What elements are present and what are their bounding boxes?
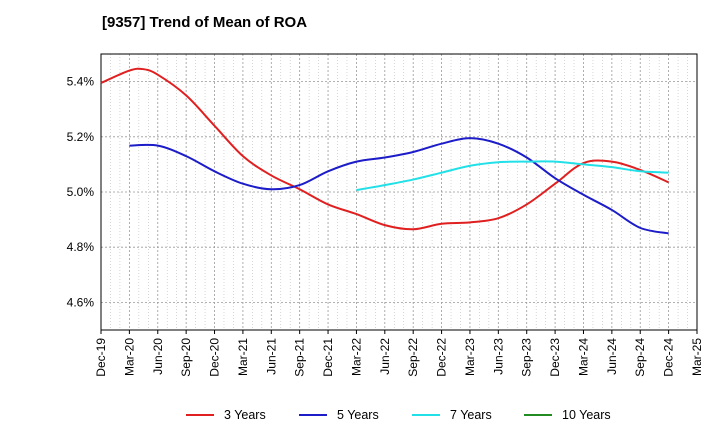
x-tick-label: Dec-24 [662,338,676,377]
x-tick-label: Jun-23 [491,338,505,375]
x-tick-label: Jun-20 [151,338,165,375]
legend-label: 5 Years [337,408,379,422]
x-tick-label: Dec-22 [435,338,449,377]
x-tick-label: Mar-22 [349,338,363,376]
x-tick-label: Dec-19 [94,338,108,377]
axis-layer: 4.6% 4.8% 5.0% 5.2% 5.4% Dec-19 Mar-20 Jun-20 Se… [67,53,704,377]
x-tick-label: Sep-23 [520,338,534,377]
y-tick-label: 5.4% [67,75,95,89]
x-tick-label: Mar-23 [463,338,477,376]
legend-label: 10 Years [562,408,611,422]
x-tick-label: Dec-21 [321,338,335,377]
grid-layer [101,54,697,330]
y-tick-label: 5.0% [67,185,95,199]
x-tick-label: Jun-21 [264,338,278,375]
y-tick-label: 4.8% [67,240,95,254]
x-tick-label: Jun-22 [378,338,392,375]
y-tick-label: 4.6% [67,295,95,309]
series-line-5-years [129,137,669,235]
y-tick-label: 5.2% [67,130,95,144]
legend-label: 7 Years [450,408,492,422]
plot-frame [100,53,698,331]
x-tick-label: Sep-21 [293,338,307,377]
series-line-3-years [100,67,670,231]
x-tick-label: Sep-24 [633,338,647,377]
x-tick-label: Jun-24 [605,338,619,375]
x-tick-label: Mar-24 [576,338,590,376]
legend-label: 3 Years [224,408,266,422]
x-tick-label: Mar-20 [122,338,136,376]
x-tick-label: Sep-22 [406,338,420,377]
series-layer [100,67,670,235]
x-tick-label: Mar-21 [236,338,250,376]
chart-title: [9357] Trend of Mean of ROA [102,14,308,31]
x-tick-label: Dec-20 [208,338,222,377]
x-tick-label: Mar-25 [690,338,704,376]
x-tick-label: Sep-20 [179,338,193,377]
series-line-7-years [356,160,669,192]
legend: 3 Years 5 Years 7 Years 10 Years [186,408,611,422]
x-tick-label: Dec-23 [548,338,562,377]
